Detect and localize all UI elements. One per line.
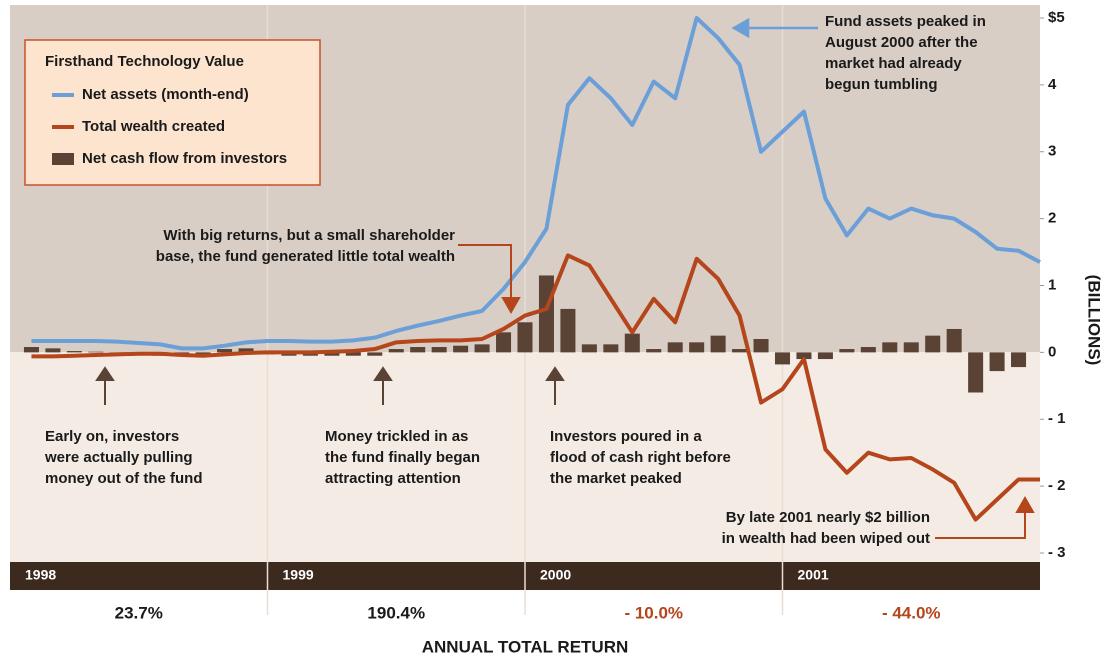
bar [217,349,233,353]
bar [453,345,469,353]
bar [474,344,490,353]
legend-title: Firsthand Technology Value [45,53,244,70]
bar [689,342,705,353]
bar [753,339,769,353]
y-tick-label: - 1 [1048,410,1066,427]
bar [946,328,962,353]
bar [989,352,1005,372]
annotation: the market peaked [550,470,682,487]
bar [624,333,640,353]
annotation: the fund finally began [325,449,480,466]
bar [238,348,254,353]
line [31,253,1040,522]
bar [560,308,576,353]
bar [667,342,683,353]
annotation: in wealth had been wiped out [722,530,930,547]
annotation: market had already [825,55,962,72]
bar [517,322,533,353]
bar [732,349,748,353]
bar [925,335,941,353]
bar [646,349,662,353]
annual-return: 23.7% [115,603,163,622]
legend-label: Net cash flow from investors [82,150,287,167]
bar [345,352,361,356]
arrow-head [373,366,393,381]
bar [817,352,833,360]
bar [796,352,812,360]
bar [45,348,61,353]
bar [860,347,876,353]
annotation: money out of the fund [45,470,202,487]
y-tick-label: 0 [1048,343,1056,360]
bar [496,332,512,353]
annotation: August 2000 after the [825,34,978,51]
bar [903,342,919,353]
annual-return: - 44.0% [882,603,941,622]
arrow-head [501,297,521,315]
bar [774,352,791,365]
line [31,16,1041,351]
y-tick-label: - 3 [1048,544,1066,561]
legend-label: Net assets (month-end) [82,86,249,103]
bar [1011,352,1027,368]
annotation: By late 2001 nearly $2 billion [726,509,930,526]
y-tick-label: 2 [1048,210,1056,227]
x-tick-label: 2001 [798,567,829,583]
y-tick-label: $5 [1048,9,1065,26]
arrow-head [1015,495,1035,513]
bar [367,352,383,356]
x-axis-label: ANNUAL TOTAL RETURN [422,637,629,656]
arrows [95,366,565,405]
y-tick-label: 1 [1048,276,1056,293]
annotation: begun tumbling [825,76,937,93]
arrow [935,510,1026,539]
annotation: flood of cash right before [550,449,731,466]
bar [968,352,984,393]
arrow-head [545,366,565,381]
x-tick-label: 1999 [283,567,314,583]
bar [410,347,426,353]
arrow-head [95,366,115,381]
bar [88,351,104,353]
bar [882,342,898,353]
annotation: attracting attention [325,470,461,487]
peak-arrow [731,17,818,39]
bar [538,275,554,353]
annotation: Early on, investors [45,428,179,445]
annotation: Money trickled in as [325,428,468,445]
bar [324,352,340,356]
arrow-head [731,17,750,39]
annual-return: 190.4% [367,603,425,622]
y-tick-label: 3 [1048,143,1056,160]
annotation: Investors poured in a [550,428,702,445]
bar [603,344,619,353]
wealth-arrows [458,244,1035,539]
legend-label: Total wealth created [82,118,225,135]
bar [839,349,855,353]
bar [710,335,726,353]
y-axis-label: (BILLIONS) [1085,275,1104,366]
bar [66,351,82,353]
bar [581,344,597,353]
bar [388,349,404,353]
annual-return: - 10.0% [624,603,683,622]
y-tick-label: 4 [1048,76,1057,93]
bar [195,352,211,356]
y-tick-label: - 2 [1048,477,1066,494]
legend-swatch [52,153,74,165]
legend-box [24,39,321,186]
arrow [458,244,512,302]
bar [431,347,447,353]
annotation: With big returns, but a small shareholde… [163,227,455,244]
bar [23,347,39,353]
annotation: Fund assets peaked in [825,13,986,30]
annotation: base, the fund generated little total we… [156,248,455,265]
x-tick-label: 2000 [540,567,571,583]
annotation: were actually pulling [44,449,193,466]
x-tick-label: 1998 [25,567,56,583]
